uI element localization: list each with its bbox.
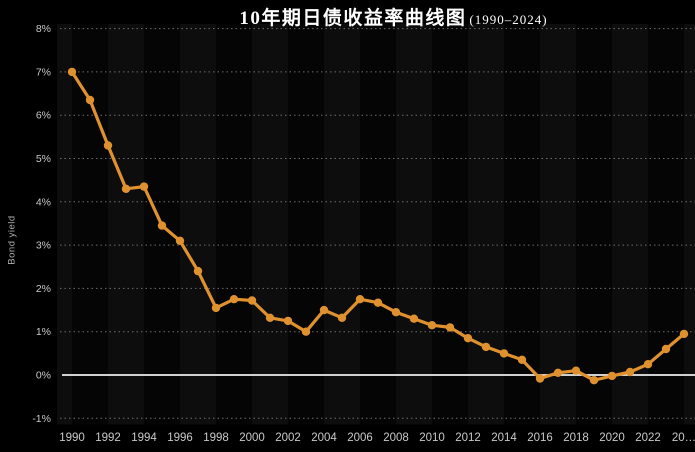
- x-tick-label: 1994: [131, 432, 157, 444]
- background-stripe: [324, 24, 360, 425]
- x-tick-label: 2016: [527, 432, 553, 444]
- x-tick-label: 20…: [672, 432, 695, 444]
- data-point: [229, 295, 239, 304]
- data-point: [67, 67, 77, 77]
- data-point: [481, 342, 491, 352]
- background-stripe: [648, 24, 684, 425]
- background-stripe: [360, 24, 396, 425]
- data-point: [211, 303, 221, 313]
- data-point: [355, 295, 365, 304]
- y-tick-label: 5%: [36, 153, 51, 165]
- x-tick-label: 2012: [455, 432, 481, 444]
- background-stripe: [57, 24, 72, 425]
- background-stripe: [108, 24, 144, 425]
- y-tick-labels: 8% 7% 6% 5% 4% 3% 2% 1% 0% -1%: [32, 23, 51, 425]
- data-points: [67, 67, 689, 385]
- data-point: [625, 367, 635, 377]
- data-point: [445, 323, 455, 332]
- data-point: [427, 321, 437, 330]
- y-tick-label: 6%: [36, 110, 51, 122]
- background-stripe: [468, 24, 504, 425]
- background-stripe: [396, 24, 432, 425]
- data-point: [517, 355, 527, 364]
- x-tick-labels: 1990 1992 1994 1996 1998 2000 2002 2004 2006 2008…: [59, 432, 695, 444]
- background-stripe: [684, 24, 695, 425]
- x-tick-label: 2004: [311, 432, 337, 444]
- y-tick-label: -1%: [32, 413, 51, 425]
- x-tick-label: 2014: [491, 432, 517, 444]
- data-point: [139, 182, 149, 191]
- data-point: [301, 327, 311, 336]
- data-point: [571, 366, 581, 375]
- x-tick-label: 1998: [203, 432, 229, 444]
- y-tick-label: 2%: [36, 283, 51, 295]
- background-stripe: [180, 24, 216, 425]
- y-tick-label: 7%: [36, 66, 51, 78]
- x-tick-label: 2006: [347, 432, 373, 444]
- data-point: [265, 313, 275, 322]
- background-stripe: [540, 24, 576, 425]
- x-tick-label: 1992: [95, 432, 121, 444]
- x-tick-label: 2008: [383, 432, 409, 444]
- chart-title: 10年期日债收益率曲线图 (1990–2024): [0, 3, 695, 30]
- data-point: [553, 368, 563, 377]
- background-stripe: [432, 24, 468, 425]
- data-point: [373, 298, 383, 307]
- y-tick-label: 4%: [36, 196, 51, 208]
- data-point: [661, 344, 671, 354]
- background-stripe: [612, 24, 648, 425]
- x-tick-label: 1996: [167, 432, 193, 444]
- x-tick-label: 2020: [599, 432, 625, 444]
- x-tick-label: 2018: [563, 432, 589, 444]
- data-point: [463, 334, 473, 343]
- data-point: [643, 360, 653, 369]
- data-point: [391, 308, 401, 317]
- data-point: [193, 266, 203, 276]
- data-point: [499, 349, 509, 358]
- x-tick-label: 2002: [275, 432, 301, 444]
- data-point: [175, 236, 185, 245]
- background-stripe: [288, 24, 324, 425]
- background-stripes: [57, 24, 695, 425]
- data-point: [103, 141, 113, 150]
- y-tick-label: 1%: [36, 326, 51, 338]
- x-tick-label: 2000: [239, 432, 265, 444]
- data-point: [319, 305, 329, 315]
- chart-title-main: 10年期日债收益率曲线图: [239, 8, 467, 29]
- y-axis-label: Bond yield: [6, 215, 18, 265]
- y-tick-label: 3%: [36, 240, 51, 252]
- x-tick-label: 1990: [59, 432, 85, 444]
- chart-title-sub: (1990–2024): [469, 12, 548, 27]
- x-tick-label: 2010: [419, 432, 445, 444]
- data-point: [247, 296, 257, 305]
- data-point: [409, 314, 419, 323]
- background-stripe: [252, 24, 288, 425]
- background-stripe: [216, 24, 252, 425]
- data-point: [121, 184, 131, 193]
- data-point: [607, 371, 617, 381]
- background-stripe: [504, 24, 540, 425]
- data-point: [157, 221, 167, 230]
- background-stripe: [72, 24, 108, 425]
- background-stripe: [576, 24, 612, 425]
- data-point: [337, 313, 347, 322]
- data-point: [679, 329, 689, 339]
- data-point: [535, 374, 545, 383]
- y-tick-label: 8%: [36, 23, 51, 35]
- data-point: [283, 316, 293, 326]
- y-tick-label: 0%: [36, 370, 51, 382]
- data-point: [589, 376, 599, 385]
- x-tick-label: 2022: [635, 432, 661, 444]
- data-point: [85, 95, 95, 105]
